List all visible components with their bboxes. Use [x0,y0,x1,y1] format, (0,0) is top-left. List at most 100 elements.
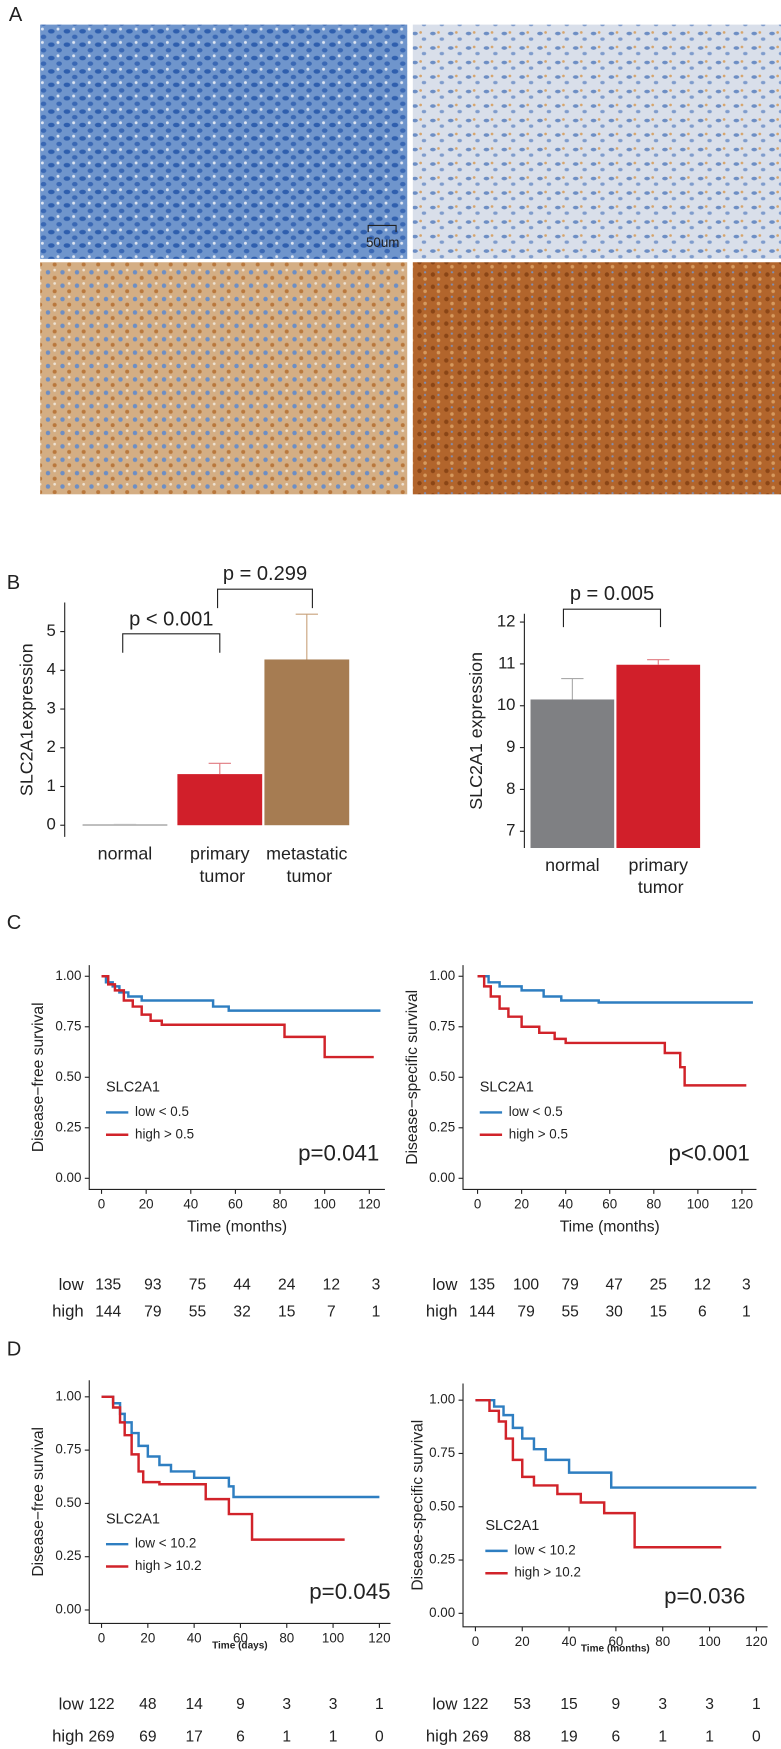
p-value: p=0.036 [664,1584,745,1609]
x-tick-label: 20 [514,1197,529,1212]
risk-count: 12 [694,1276,711,1293]
legend-label: low < 0.5 [135,1104,189,1119]
y-tick-label: 0.00 [55,1170,81,1185]
x-tick-label: 40 [558,1197,573,1212]
y-axis-label: Disease-specific survival [410,1420,427,1591]
risk-count: 9 [612,1696,621,1713]
y-tick-label: 0.75 [429,1018,455,1033]
x-tick-label: 20 [515,1634,530,1649]
error-bar [295,613,318,660]
risk-count: 9 [236,1696,245,1713]
y-tick-label: 2 [46,737,55,756]
risk-count: 1 [752,1696,761,1713]
y-tick-label: 8 [506,779,515,798]
y-tick-label: 1.00 [429,968,455,983]
y-axis-label: Disease−free survival [30,1427,47,1577]
x-tick-label: 60 [608,1634,623,1649]
x-tick-label: 60 [602,1197,617,1212]
risk-count: 79 [561,1276,578,1293]
y-tick-label: 0 [46,815,55,834]
legend-label: low < 10.2 [514,1542,575,1557]
x-axis-label: Time (months) [581,1644,650,1655]
y-tick-label: 0.50 [429,1498,455,1513]
risk-count: 15 [278,1303,296,1320]
y-tick-label: 9 [506,737,515,756]
risk-group: high [426,1727,458,1746]
risk-count: 3 [705,1696,714,1713]
risk-count: 1 [282,1728,291,1745]
scale-bar-label: 50um [366,235,399,250]
p-value: p<0.001 [669,1141,750,1166]
risk-count: 30 [606,1303,624,1320]
risk-group: low [59,1275,85,1294]
risk-count: 44 [233,1276,251,1293]
survival-curve [475,1398,722,1549]
risk-count: 3 [658,1696,667,1713]
x-axis-label: Time (months) [187,1218,287,1235]
risk-count: 55 [189,1303,207,1320]
y-tick-label: 0.50 [55,1069,81,1084]
y-tick-label: 1.00 [55,1388,81,1403]
risk-count: 144 [95,1303,121,1320]
risk-count: 53 [514,1696,531,1713]
survival-curve [477,975,747,1087]
legend-title: SLC2A1 [485,1518,539,1534]
risk-count: 1 [372,1303,381,1320]
risk-group: high [52,1302,84,1321]
risk-count: 88 [514,1728,531,1745]
risk-count: 6 [698,1303,707,1320]
x-tick-label: 100 [687,1197,709,1212]
error-bar [561,677,584,700]
y-tick-label: 0.00 [429,1170,455,1185]
error-bar [208,762,231,775]
y-tick-label: 1.00 [55,968,81,983]
micrograph [40,262,408,495]
risk-group: low [59,1694,85,1713]
x-tick-label: 40 [562,1634,577,1649]
y-tick-label: 0.75 [429,1445,455,1460]
panel-label: D [7,1338,22,1360]
risk-count: 1 [329,1728,338,1745]
y-tick-label: 0.25 [429,1119,455,1134]
x-tick-label: 80 [273,1197,288,1212]
risk-count: 75 [189,1276,207,1293]
legend-label: high > 0.5 [509,1126,568,1141]
survival-curve [477,975,753,1004]
axes [88,1380,391,1624]
risk-count: 79 [144,1303,161,1320]
x-tick-label: 100 [322,1631,344,1646]
x-tick-label: 60 [228,1197,243,1212]
y-tick-label: 0.50 [429,1069,455,1084]
p-value: p=0.041 [298,1141,379,1166]
x-tick-label: 120 [358,1197,380,1212]
y-axis-label: Disease−free survival [30,1002,47,1152]
risk-count: 0 [752,1728,761,1745]
x-tick-label: normal [545,855,600,875]
risk-count: 3 [282,1696,291,1713]
x-tick-label: 120 [368,1631,390,1646]
risk-count: 25 [650,1276,668,1293]
p-value: p = 0.005 [570,583,654,605]
micrograph [412,24,781,259]
survival-curve [101,1395,345,1541]
x-tick-label: 20 [140,1631,155,1646]
y-tick-label: 0.75 [55,1018,81,1033]
risk-count: 1 [705,1728,714,1745]
risk-count: 269 [89,1728,115,1745]
risk-count: 1 [658,1728,667,1745]
x-tick-label: 120 [745,1634,767,1649]
y-tick-label: 11 [498,653,515,672]
risk-group: low [432,1694,458,1713]
x-tick-label: 20 [139,1197,154,1212]
y-tick-label: 7 [506,821,515,840]
y-tick-label: 0.25 [429,1552,455,1567]
panel-label: B [7,572,20,594]
p-value: p=0.045 [309,1579,390,1604]
risk-count: 47 [606,1276,623,1293]
risk-count: 3 [742,1276,751,1293]
x-tick-label: normal [98,843,153,863]
risk-count: 17 [185,1728,202,1745]
risk-count: 7 [327,1303,336,1320]
p-value: p < 0.001 [129,609,213,631]
